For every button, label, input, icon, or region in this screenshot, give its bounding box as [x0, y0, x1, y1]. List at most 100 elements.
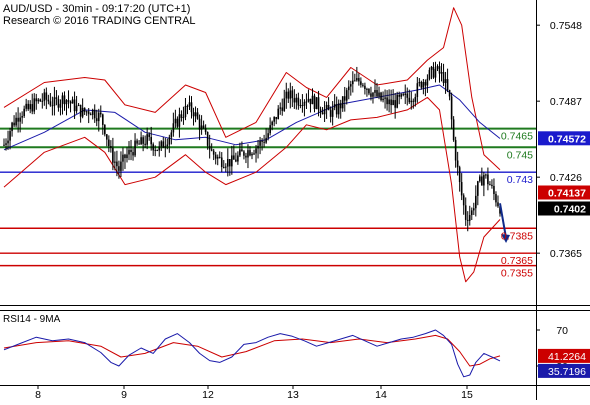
candle-body — [87, 111, 90, 115]
candle-body — [140, 137, 142, 145]
candle-body — [400, 94, 403, 97]
rsi-plot-area — [0, 310, 536, 385]
chart-credit: Research © 2016 TRADING CENTRAL — [3, 15, 196, 27]
candle-body — [108, 139, 110, 147]
candle-body — [301, 105, 304, 107]
candle-body — [59, 103, 62, 108]
candle-body — [386, 97, 388, 105]
candle-body — [341, 96, 344, 109]
candle-body — [398, 94, 400, 97]
candle-body — [436, 66, 439, 69]
candle-body — [481, 176, 483, 186]
candle-body — [190, 102, 193, 113]
candle-body — [317, 97, 320, 110]
candle-body — [430, 66, 433, 70]
price-box-label: 0.74572 — [548, 133, 586, 145]
bollinger-lower-band — [3, 96, 501, 283]
candle-body — [354, 80, 356, 82]
candle-body — [206, 131, 209, 146]
candle-body — [81, 107, 84, 117]
candle-body — [91, 109, 94, 115]
candle-body — [263, 141, 265, 143]
candle-body — [466, 219, 469, 221]
candle-body — [61, 95, 64, 104]
candle-body — [27, 103, 29, 110]
candle-body — [299, 105, 302, 107]
candle-body — [154, 149, 157, 151]
level-label: 0.745 — [507, 149, 533, 161]
candle-body — [33, 98, 36, 112]
candle-body — [31, 104, 34, 112]
candle-body — [366, 88, 368, 90]
candle-body — [329, 110, 332, 117]
candle-body — [212, 150, 215, 155]
candle-body — [158, 146, 161, 151]
candle-body — [422, 82, 425, 88]
candle-body — [303, 101, 306, 106]
candle-body — [271, 121, 273, 126]
candle-body — [170, 132, 173, 138]
candle-body — [99, 112, 102, 115]
level-label: 0.7385 — [501, 230, 533, 242]
candle-body — [245, 155, 247, 158]
x-tick-label: 13 — [287, 389, 299, 400]
candle-body — [307, 98, 310, 102]
candle-body — [424, 82, 427, 86]
candle-body — [388, 99, 390, 105]
candle-body — [362, 84, 364, 86]
candle-body — [420, 81, 423, 88]
candle-body — [156, 149, 159, 151]
candle-body — [446, 79, 449, 91]
rsi-value-label: 35.7196 — [548, 366, 586, 378]
candle-body — [475, 195, 477, 209]
candle-body — [63, 95, 66, 105]
candles — [3, 61, 501, 232]
candle-body — [434, 68, 437, 78]
candle-body — [331, 107, 334, 117]
candle-body — [487, 174, 489, 185]
price-y-tick-label: 0.7548 — [550, 20, 582, 32]
candle-body — [493, 185, 495, 195]
candle-body — [261, 140, 263, 142]
candle-body — [380, 92, 382, 101]
candle-body — [384, 97, 386, 99]
level-label: 0.7355 — [501, 268, 533, 280]
candle-body — [390, 99, 392, 106]
candle-body — [489, 184, 491, 186]
candle-body — [497, 202, 499, 207]
candle-body — [368, 88, 370, 94]
candle-body — [200, 125, 203, 130]
candle-body — [418, 81, 421, 84]
rsi-y-tick-label: 70 — [556, 325, 568, 337]
candle-body — [216, 156, 219, 159]
candle-body — [79, 104, 82, 117]
candle-body — [464, 205, 467, 220]
x-axis: 8 9 12 13 14 15 — [35, 385, 473, 401]
candle-body — [202, 125, 205, 129]
candle-body — [372, 92, 374, 97]
candle-body — [130, 149, 132, 153]
candle-body — [416, 83, 419, 98]
candle-body — [343, 96, 346, 101]
candle-body — [349, 84, 352, 87]
candle-body — [118, 166, 120, 171]
candle-body — [166, 144, 169, 147]
candle-body — [150, 136, 152, 145]
candle-body — [168, 137, 171, 145]
candle-body — [222, 166, 225, 168]
candle-body — [450, 96, 453, 120]
candle-body — [406, 93, 409, 98]
candle-body — [404, 93, 407, 95]
candle-body — [358, 78, 360, 82]
candle-body — [438, 66, 441, 74]
candle-body — [285, 91, 288, 99]
candle-body — [477, 181, 479, 196]
candle-body — [319, 109, 322, 113]
candle-body — [277, 108, 280, 120]
level-label: 0.7465 — [501, 131, 533, 143]
candle-body — [39, 99, 42, 102]
candle-body — [120, 161, 122, 171]
